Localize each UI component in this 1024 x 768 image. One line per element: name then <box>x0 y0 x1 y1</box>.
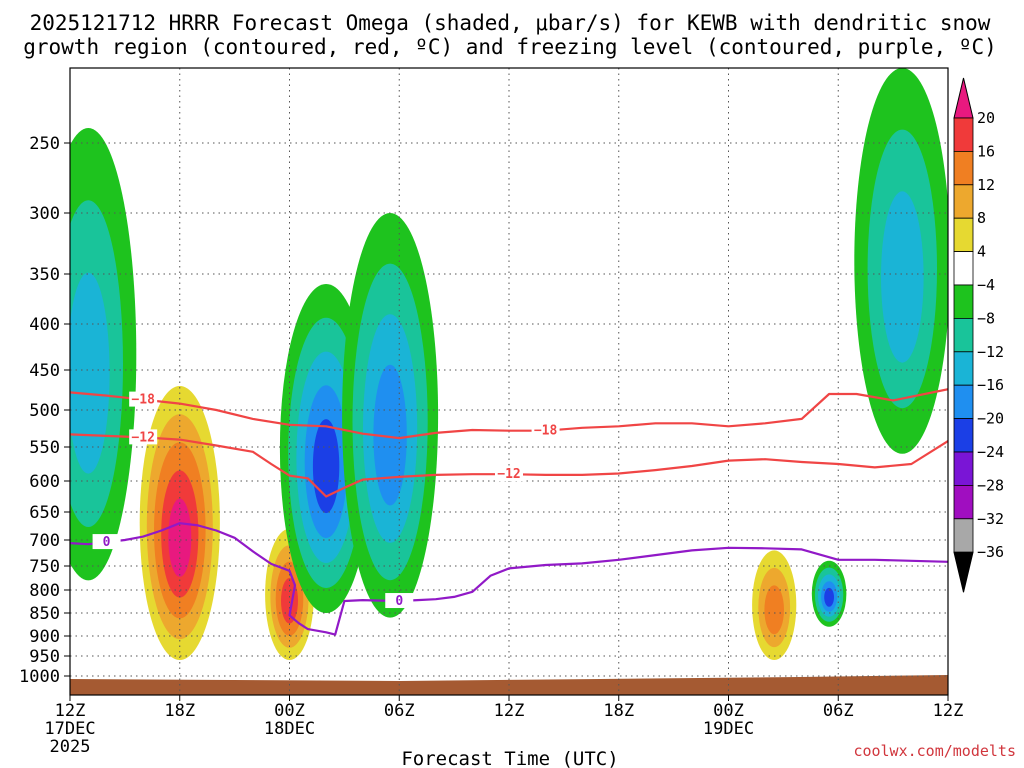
omega-region-subsidence-05z-4 <box>373 364 407 506</box>
x-tick-label-1-0: 18Z <box>164 701 195 721</box>
omega-region-subsidence-late-3 <box>881 191 924 363</box>
colorbar-bin-7 <box>953 317 974 353</box>
y-tick-label-950: 950 <box>29 647 60 667</box>
colorbar-bin-6 <box>953 284 974 319</box>
x-tick-label-3-0: 06Z <box>384 701 415 721</box>
colorbar-top-triangle <box>953 77 974 119</box>
colorbar-label-4: 4 <box>977 243 986 261</box>
y-tick-label-800: 800 <box>29 581 60 601</box>
chart-title-line-1: 2025121712 HRRR Forecast Omega (shaded, … <box>30 11 991 35</box>
colorbar: 20 16 12 8 4 −4 −8 −12 −16 −20 −24 −28 −32 −36 <box>953 77 1004 593</box>
contour-label-dendritic-1-1: −12 <box>497 467 520 482</box>
y-tick-label-700: 700 <box>29 531 60 551</box>
colorbar-label-5: −4 <box>977 276 995 294</box>
colorbar-bin-3 <box>953 184 974 219</box>
colorbar-bin-5 <box>953 251 974 286</box>
colorbar-label-3: 8 <box>977 209 986 227</box>
y-tick-label-850: 850 <box>29 604 60 624</box>
colorbar-bin-13 <box>953 518 974 553</box>
credit-text: coolwx.com/modelts <box>853 742 1016 760</box>
x-tick-label-0-1: 17DEC <box>44 719 95 739</box>
x-tick-label-6-0: 00Z <box>713 701 744 721</box>
omega-shading <box>70 68 948 661</box>
contour-label-bg-dendritic-0-1 <box>531 422 560 438</box>
contour-label-dendritic-0-1: −18 <box>534 424 558 439</box>
y-tick-label-750: 750 <box>29 557 60 577</box>
contour-label-bg-dendritic-1-1 <box>495 466 523 482</box>
colorbar-label-9: −20 <box>977 410 1004 428</box>
colorbar-label-2: 12 <box>977 176 995 194</box>
omega-region-subsidence-05z-19dec-5 <box>824 587 834 607</box>
colorbar-bin-9 <box>953 384 974 420</box>
contour-label-freezing-0-1: 0 <box>395 594 403 609</box>
contour-label-dendritic-0-0: −18 <box>131 393 155 408</box>
contour-label-bg-dendritic-1-0 <box>129 429 158 445</box>
y-tick-label-1000: 1000 <box>19 667 60 687</box>
y-tick-label-450: 450 <box>29 361 60 381</box>
colorbar-label-6: −8 <box>977 309 995 327</box>
contour-line-dendritic-0 <box>70 388 948 440</box>
colorbar-label-13: −36 <box>977 543 1004 561</box>
colorbar-label-1: 16 <box>977 142 995 160</box>
colorbar-bin-12 <box>953 484 974 520</box>
y-tick-label-650: 650 <box>29 503 60 523</box>
colorbar-label-11: −28 <box>977 476 1004 494</box>
x-tick-label-2-1: 18DEC <box>264 719 315 739</box>
x-axis-title: Forecast Time (UTC) <box>401 748 618 768</box>
omega-region-subsidence-early-3 <box>70 272 110 474</box>
x-tick-label-8-0: 12Z <box>933 701 964 721</box>
y-tick-label-250: 250 <box>29 134 60 154</box>
y-tick-label-300: 300 <box>29 204 60 224</box>
colorbar-label-8: −16 <box>977 376 1004 394</box>
x-tick-label-4-0: 12Z <box>494 701 525 721</box>
x-tick-label-5-0: 18Z <box>603 701 634 721</box>
colorbar-label-7: −12 <box>977 343 1004 361</box>
contours: −18 −18 −12 −12 0 0 <box>70 388 948 636</box>
colorbar-bin-10 <box>953 418 974 453</box>
colorbar-bin-8 <box>953 351 974 386</box>
colorbar-bin-4 <box>953 217 974 252</box>
plot-area: −18 −18 −12 −12 0 0 <box>70 68 948 695</box>
y-tick-label-550: 550 <box>29 438 60 458</box>
contour-label-bg-dendritic-0-0 <box>129 391 158 407</box>
x-tick-label-0-2: 2025 <box>50 737 91 757</box>
contour-label-freezing-0-0: 0 <box>103 535 111 550</box>
colorbar-label-10: −24 <box>977 443 1004 461</box>
y-tick-label-500: 500 <box>29 401 60 421</box>
y-tick-label-350: 350 <box>29 265 60 285</box>
y-tick-label-400: 400 <box>29 315 60 335</box>
omega-region-subsidence-02z-5 <box>312 419 340 514</box>
contour-label-bg-freezing-0-1 <box>385 593 414 609</box>
y-tick-label-900: 900 <box>29 627 60 647</box>
x-tick-label-2-0: 00Z <box>274 701 305 721</box>
colorbar-label-0: 20 <box>977 109 995 127</box>
omega-region-ascent-02z-19dec-3 <box>764 585 784 635</box>
omega-region-ascent-max-18z-5 <box>168 498 192 577</box>
colorbar-bin-1 <box>953 117 974 152</box>
colorbar-label-12: −32 <box>977 510 1004 528</box>
x-tick-label-7-0: 06Z <box>823 701 854 721</box>
colorbar-bin-11 <box>953 451 974 486</box>
axes: 250 300 350 400 450 500 550 600 650 700 750 800 850 9… <box>19 134 963 757</box>
x-tick-label-0-0: 12Z <box>55 701 86 721</box>
y-tick-label-600: 600 <box>29 472 60 492</box>
colorbar-bin-2 <box>953 150 974 186</box>
contour-line-dendritic-1 <box>70 433 948 498</box>
colorbar-bottom-triangle <box>953 551 974 593</box>
contour-line-freezing-0 <box>70 522 948 636</box>
contour-label-bg-freezing-0-0 <box>92 534 121 550</box>
x-tick-label-6-1: 19DEC <box>703 719 754 739</box>
grid-lines <box>70 68 948 695</box>
contour-label-dendritic-1-0: −12 <box>131 430 154 445</box>
chart-title-line-2: growth region (contoured, red, ºC) and f… <box>23 35 997 59</box>
